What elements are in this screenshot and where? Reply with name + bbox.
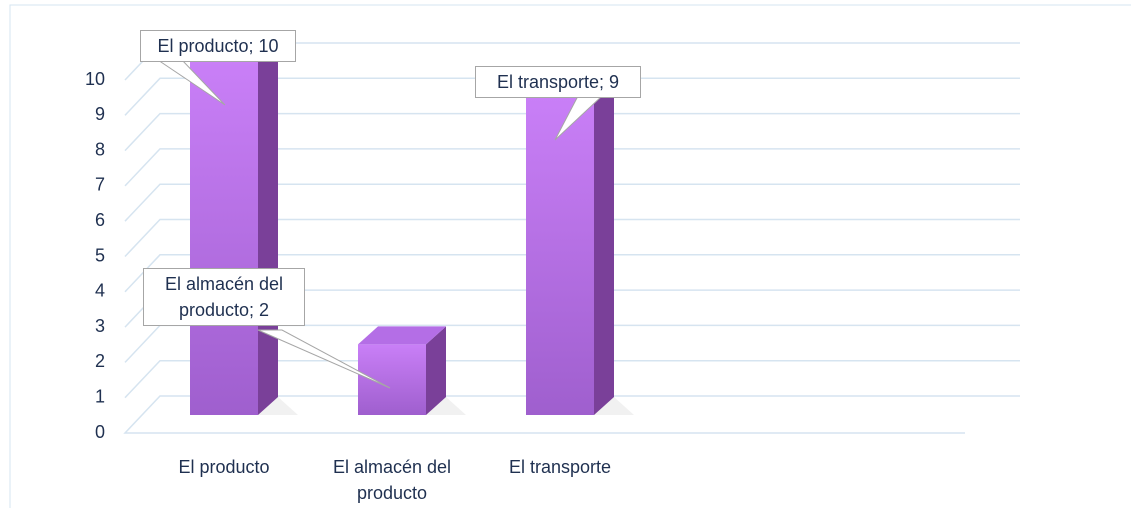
frame (9, 4, 1131, 508)
y-tick-label: 1 (95, 386, 105, 406)
y-tick-label: 4 (95, 281, 105, 301)
grid-line (124, 148, 1020, 187)
grid-line (124, 77, 1020, 116)
grid-line (124, 359, 1020, 399)
y-tick-label: 3 (95, 316, 105, 336)
y-tick-label: 0 (95, 422, 105, 442)
bar (358, 344, 426, 415)
data-label: El almacén del producto; 2 (143, 268, 305, 326)
x-tick-label: El producto (178, 457, 270, 477)
y-tick-label: 7 (95, 175, 105, 195)
grid-line (124, 218, 1020, 258)
grid-line (124, 254, 1020, 293)
bar-side (258, 44, 278, 415)
bar (526, 97, 594, 416)
grid-line (124, 112, 1020, 152)
bar-side (594, 79, 614, 416)
y-tick-label: 5 (95, 245, 105, 265)
bar (190, 62, 258, 415)
data-label: El producto; 10 (140, 30, 296, 62)
data-label: El transporte; 9 (475, 66, 641, 98)
y-tick-label: 9 (95, 104, 105, 124)
x-tick-label: El almacén del producto (332, 457, 452, 503)
y-tick-label: 6 (95, 210, 105, 230)
y-tick-label: 10 (85, 69, 105, 89)
y-tick-label: 8 (95, 139, 105, 159)
grid-line (124, 183, 1020, 222)
x-tick-label: El transporte (508, 457, 612, 477)
callout-pointer (257, 329, 391, 389)
bar-side (426, 326, 446, 415)
bar-top (358, 326, 446, 345)
y-tick-label: 2 (95, 351, 105, 371)
